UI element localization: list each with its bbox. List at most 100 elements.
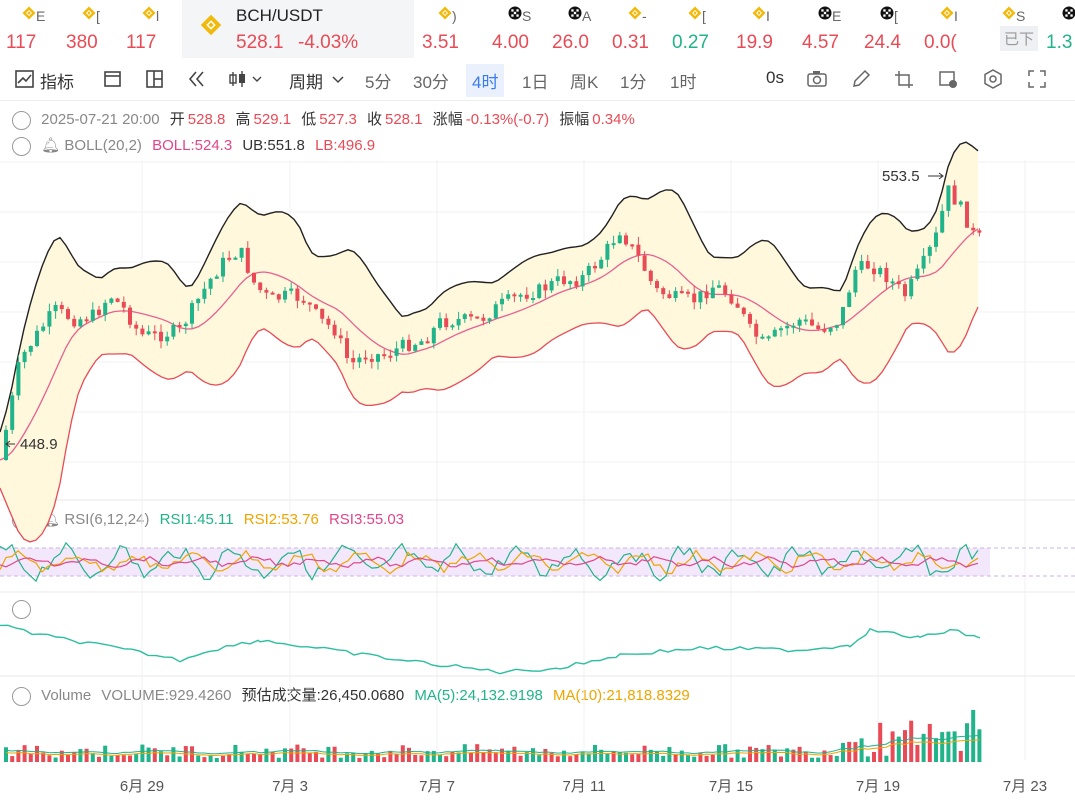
volume-bar bbox=[301, 748, 306, 762]
interval-1w[interactable]: 周K bbox=[570, 73, 599, 92]
volume-bar bbox=[599, 749, 604, 762]
ticker-item[interactable]: E 4.57 bbox=[796, 0, 856, 58]
volume-bar bbox=[506, 750, 511, 762]
volume-bar bbox=[276, 757, 281, 762]
volume-bar bbox=[822, 750, 827, 762]
camera-icon[interactable] bbox=[806, 68, 828, 90]
candle-body bbox=[276, 294, 281, 300]
volume-bar bbox=[438, 754, 442, 762]
volume-ma5: MA(5):24,132.9198 bbox=[414, 687, 543, 704]
volume-bar bbox=[407, 747, 411, 762]
fullscreen-icon[interactable] bbox=[1026, 68, 1048, 90]
low-marker-label: 448.9 bbox=[20, 436, 58, 453]
volume-bar bbox=[865, 756, 870, 762]
period-dropdown[interactable]: 周期 bbox=[289, 73, 323, 92]
candle-body bbox=[686, 291, 690, 294]
ticker-item[interactable]: E 117 bbox=[0, 0, 60, 58]
bell-icon[interactable]: 🔔︎ bbox=[41, 137, 61, 154]
interval-5m[interactable]: 5分 bbox=[365, 73, 392, 92]
okx-icon bbox=[1062, 6, 1075, 20]
candle-body bbox=[580, 275, 585, 287]
volume-bar bbox=[177, 756, 182, 762]
volume-bar bbox=[686, 755, 690, 762]
interval-4h[interactable]: 4时 bbox=[466, 64, 505, 97]
expand-chevron-icon[interactable] bbox=[12, 600, 31, 619]
candle-body bbox=[847, 292, 852, 307]
settings-icon[interactable] bbox=[982, 68, 1004, 90]
ticker-item[interactable]: A 26.0 bbox=[546, 0, 606, 58]
ticker-item[interactable]: I 19.9 bbox=[730, 0, 790, 58]
interval-30m[interactable]: 30分 bbox=[413, 73, 449, 92]
interval-1d[interactable]: 1日 bbox=[522, 73, 549, 92]
interval-1m[interactable]: 1分 bbox=[620, 73, 647, 92]
candle-body bbox=[884, 268, 889, 283]
ticker-item[interactable]: ) 3.51 bbox=[416, 0, 476, 58]
rsi3-line bbox=[0, 555, 979, 568]
volume-bar bbox=[152, 748, 157, 762]
replay-icon[interactable] bbox=[186, 68, 208, 90]
rsi-label[interactable]: RSI(6,12,24) bbox=[64, 511, 150, 528]
interval-1h[interactable]: 1时 bbox=[670, 73, 697, 92]
collapse-chevron-icon[interactable] bbox=[12, 686, 31, 706]
collapse-chevron-icon[interactable] bbox=[12, 136, 31, 156]
volume-label[interactable]: Volume bbox=[41, 687, 92, 704]
candle-body bbox=[487, 318, 492, 321]
date-tick-label: 7月 23 bbox=[1003, 778, 1047, 795]
ticker-price: 380 bbox=[66, 32, 98, 53]
candle-body bbox=[190, 303, 194, 324]
indicator-button[interactable]: 指标 bbox=[40, 73, 74, 92]
candle-body bbox=[766, 336, 771, 339]
ticker-item[interactable]: BCH/USDT 528.1 -4.03% bbox=[182, 0, 414, 58]
candle-body bbox=[221, 257, 225, 277]
date-tick-label: 7月 19 bbox=[856, 778, 900, 795]
candle-body bbox=[909, 278, 914, 297]
chevron-down-icon[interactable] bbox=[330, 68, 346, 90]
volume-bar bbox=[450, 751, 455, 762]
layout-icon[interactable] bbox=[144, 68, 166, 90]
candle-type-icon[interactable] bbox=[228, 68, 262, 90]
ticker-item[interactable]: - 0.31 bbox=[606, 0, 666, 58]
volume-bar bbox=[500, 748, 504, 762]
collapse-chevron-icon[interactable] bbox=[12, 110, 31, 130]
candle-body bbox=[791, 325, 796, 328]
candle-body bbox=[394, 348, 399, 356]
candlesticks bbox=[4, 180, 982, 461]
rsi3-value: RSI3:55.03 bbox=[328, 511, 405, 528]
pen-icon[interactable] bbox=[850, 68, 872, 90]
ticker-item[interactable]: S 4.00 bbox=[486, 0, 546, 58]
ticker-item[interactable]: [24.4 bbox=[858, 0, 918, 58]
volume-bar bbox=[214, 757, 219, 762]
calendar-icon[interactable] bbox=[102, 68, 124, 90]
candle-body bbox=[834, 325, 839, 328]
volume-bar bbox=[611, 751, 616, 762]
volume-bar bbox=[872, 751, 876, 762]
volume-bar bbox=[543, 748, 548, 762]
candle-body bbox=[816, 325, 821, 330]
volume-bar bbox=[196, 755, 201, 762]
indicator-icon[interactable] bbox=[14, 68, 36, 90]
volume-bar bbox=[574, 754, 579, 762]
boll-label[interactable]: BOLL(20,2) bbox=[64, 137, 142, 154]
volume-bar bbox=[655, 751, 659, 762]
ticker-item[interactable]: l 117 bbox=[120, 0, 180, 58]
volume-bar bbox=[927, 723, 932, 762]
volume-bar bbox=[134, 754, 139, 762]
ticker-item[interactable]: [0.27 bbox=[666, 0, 726, 58]
crop-icon[interactable] bbox=[893, 68, 915, 90]
ticker-item[interactable]: I 0.0( bbox=[918, 0, 978, 58]
volume-bar bbox=[698, 753, 703, 762]
candle-body bbox=[53, 304, 58, 312]
volume-bar bbox=[816, 757, 821, 762]
delisted-badge: 已下 bbox=[1000, 26, 1039, 51]
ticker-item[interactable]: S 已下 bbox=[980, 0, 1040, 58]
high-marker-label: 553.5 bbox=[882, 168, 920, 185]
volume-bar bbox=[41, 752, 46, 762]
volume-bar bbox=[351, 752, 356, 762]
compare-icon[interactable] bbox=[937, 68, 959, 90]
ticker-item[interactable]: [380 bbox=[60, 0, 120, 58]
candle-body bbox=[97, 309, 101, 316]
candle-body bbox=[47, 311, 52, 327]
volume-bar bbox=[679, 750, 684, 762]
ticker-item[interactable]: I1.3 bbox=[1040, 0, 1075, 58]
